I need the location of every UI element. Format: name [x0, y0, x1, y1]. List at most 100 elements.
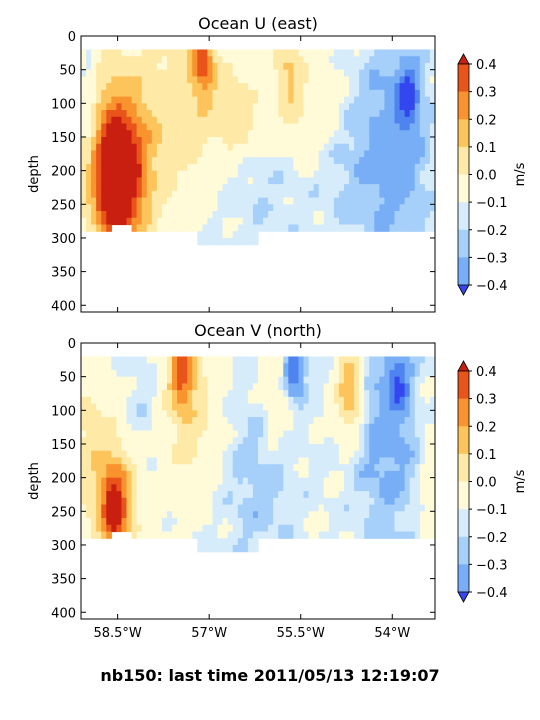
- field-cell: [217, 443, 224, 452]
- field-cell: [101, 403, 107, 411]
- field-cell: [288, 56, 294, 64]
- field-cell: [354, 504, 360, 512]
- field-cell: [278, 136, 284, 145]
- field-cell: [263, 56, 269, 64]
- field-cell: [116, 410, 123, 418]
- field-cell: [151, 437, 158, 445]
- field-cell: [424, 83, 431, 91]
- y-tick-label: 250: [51, 505, 76, 520]
- field-cell: [156, 531, 163, 539]
- field-cell: [283, 497, 289, 506]
- field-cell: [81, 443, 87, 452]
- field-cell: [374, 464, 380, 472]
- field-cell: [399, 383, 406, 391]
- field-cell: [359, 376, 365, 384]
- field-cell: [182, 464, 188, 472]
- field-cell: [172, 356, 178, 364]
- field-cell: [263, 403, 269, 411]
- field-cell: [298, 177, 305, 185]
- field-cell: [379, 190, 386, 199]
- field-cell: [384, 443, 391, 452]
- field-cell: [136, 123, 143, 131]
- field-cell: [86, 430, 92, 438]
- field-cell: [343, 417, 350, 425]
- field-cell: [419, 76, 426, 84]
- field-cell: [182, 170, 188, 178]
- field-cell: [121, 110, 128, 118]
- field-cell: [126, 56, 133, 64]
- field-cell: [141, 470, 148, 479]
- field-cell: [136, 224, 143, 232]
- field-cell: [252, 423, 259, 432]
- colorbar-tick-label: −0.2: [476, 224, 508, 239]
- field-cell: [131, 470, 138, 479]
- field-cell: [414, 89, 421, 98]
- field-cell: [151, 157, 158, 165]
- field-cell: [414, 470, 421, 479]
- field-cell: [217, 170, 224, 178]
- field-cell: [399, 396, 406, 405]
- field-cell: [328, 491, 335, 499]
- field-cell: [303, 356, 310, 364]
- field-cell: [303, 184, 310, 192]
- field-cell: [222, 450, 229, 459]
- field-cell: [187, 504, 193, 512]
- field-cell: [252, 457, 259, 465]
- field-cell: [409, 130, 416, 138]
- field-cell: [217, 518, 224, 526]
- field-cell: [207, 477, 214, 485]
- field-cell: [268, 69, 274, 77]
- field-cell: [333, 484, 340, 492]
- field-cell: [237, 491, 244, 499]
- field-cell: [197, 491, 203, 499]
- field-cell: [394, 457, 401, 465]
- field-cell: [394, 211, 401, 219]
- field-cell: [298, 136, 305, 145]
- field-cell: [172, 430, 178, 438]
- field-cell: [242, 531, 249, 539]
- field-cell: [283, 524, 289, 533]
- field-cell: [141, 383, 148, 391]
- field-cell: [182, 184, 188, 192]
- field-cell: [131, 363, 138, 371]
- field-cell: [207, 491, 214, 499]
- field-cell: [389, 491, 396, 499]
- field-cell: [207, 83, 214, 91]
- field-cell: [96, 410, 102, 418]
- field-cell: [86, 457, 92, 465]
- field-cell: [369, 56, 375, 64]
- field-cell: [394, 197, 401, 205]
- field-cell: [146, 524, 153, 533]
- field-cell: [172, 184, 178, 192]
- field-cell: [131, 103, 138, 111]
- field-cell: [232, 190, 239, 199]
- field-cell: [364, 184, 370, 192]
- field-cell: [429, 217, 436, 226]
- field-cell: [258, 76, 264, 84]
- field-cell: [349, 484, 355, 492]
- field-cell: [146, 49, 153, 57]
- field-cell: [303, 497, 310, 506]
- field-cell: [247, 491, 254, 499]
- field-cell: [86, 403, 92, 411]
- field-cell: [419, 457, 426, 465]
- field-cell: [86, 89, 92, 98]
- field-cell: [116, 56, 123, 64]
- field-cell: [247, 544, 254, 553]
- field-cell: [359, 224, 365, 232]
- field-cell: [333, 163, 340, 172]
- field-cell: [232, 417, 239, 425]
- field-cell: [212, 184, 219, 192]
- field-cell: [202, 163, 209, 172]
- field-cell: [106, 136, 112, 145]
- field-cell: [116, 356, 123, 364]
- field-cell: [126, 376, 133, 384]
- field-cell: [369, 470, 375, 479]
- field-cell: [161, 197, 168, 205]
- field-cell: [414, 363, 421, 371]
- field-cell: [86, 150, 92, 158]
- field-cell: [419, 62, 426, 71]
- field-cell: [283, 116, 289, 125]
- field-cell: [313, 403, 320, 411]
- field-cell: [364, 531, 370, 539]
